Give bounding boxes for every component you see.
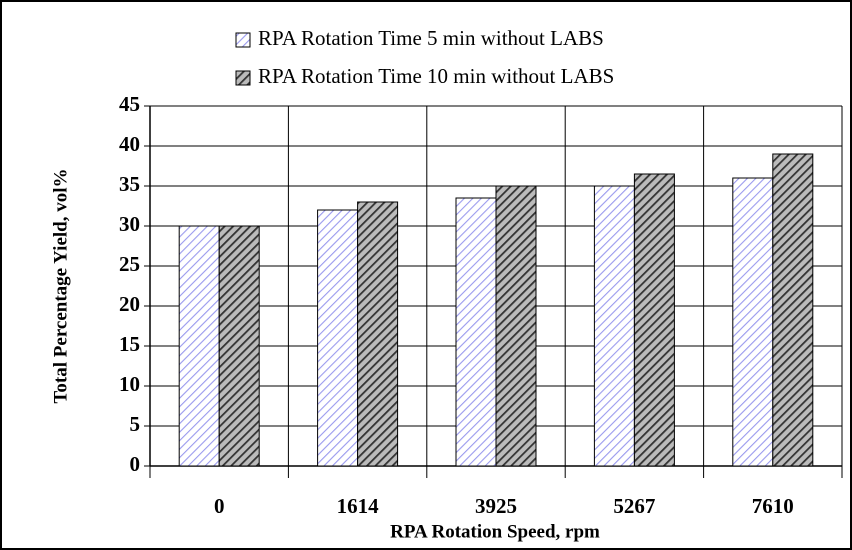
- y-axis-title: Total Percentage Yield, vol%: [50, 168, 71, 403]
- legend-label: RPA Rotation Time 10 min without LABS: [258, 64, 614, 88]
- x-tick-label: 7610: [752, 494, 794, 518]
- y-tick-label: 15: [119, 332, 140, 356]
- y-tick-label: 35: [119, 172, 140, 196]
- y-tick-label: 30: [119, 212, 140, 236]
- legend-label: RPA Rotation Time 5 min without LABS: [258, 26, 604, 50]
- bar: [357, 201, 399, 467]
- y-tick-label: 10: [119, 372, 140, 396]
- x-axis-title: RPA Rotation Speed, rpm: [390, 521, 600, 542]
- x-tick-label: 0: [214, 494, 225, 518]
- y-tick-label: 40: [119, 132, 140, 156]
- y-tick-label: 45: [119, 92, 140, 116]
- x-tick-label: 5267: [613, 494, 655, 518]
- bar: [732, 177, 774, 467]
- legend-swatch: [235, 70, 251, 86]
- x-tick-label: 1614: [337, 494, 380, 518]
- bar: [772, 153, 814, 467]
- y-tick-label: 5: [130, 412, 141, 436]
- y-tick-label: 0: [130, 452, 141, 476]
- legend-swatch: [235, 32, 251, 48]
- y-tick-label: 20: [119, 292, 140, 316]
- bar: [317, 209, 359, 467]
- bar: [495, 185, 537, 467]
- bar: [593, 185, 635, 467]
- x-tick-label: 3925: [475, 494, 517, 518]
- y-tick-label: 25: [119, 252, 140, 276]
- bar: [455, 197, 497, 467]
- bar: [633, 173, 675, 467]
- bar: [218, 225, 260, 467]
- bar: [178, 225, 220, 467]
